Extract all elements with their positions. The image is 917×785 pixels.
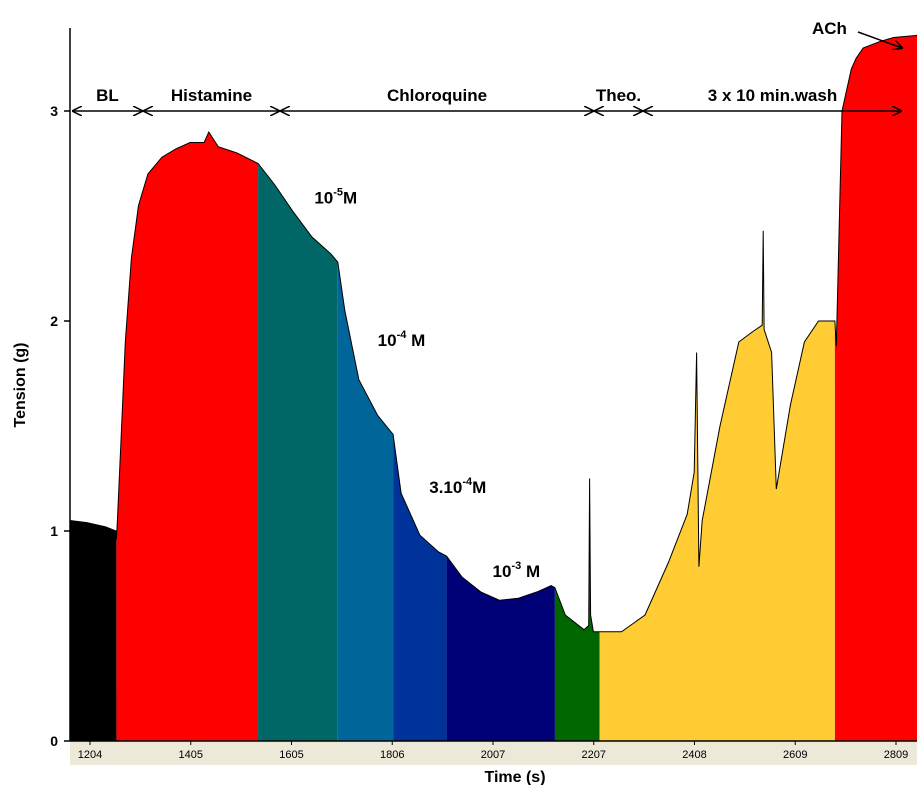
phase-label: 3 x 10 min.wash: [708, 86, 837, 105]
x-tick-label: 2809: [884, 749, 908, 761]
phase-label: Histamine: [171, 86, 252, 105]
y-tick-label: 1: [50, 523, 58, 539]
ach-label: ACh: [812, 19, 847, 38]
y-tick-label: 3: [50, 103, 58, 119]
x-tick-label: 1806: [380, 749, 404, 761]
segment-histamine: [116, 132, 259, 741]
area-segments: [70, 35, 917, 741]
phase-label: BL: [96, 86, 119, 105]
segment-wash: [599, 230, 835, 741]
segment-chloroquine-1e-5: [258, 163, 338, 741]
x-tick-label: 1204: [78, 749, 102, 761]
phase-brackets: BL Histamine Chloroquine Theo. 3 x 10 min.wa…: [73, 86, 901, 111]
concentration-label: 10-4 M: [378, 329, 426, 350]
phase-label: Chloroquine: [387, 86, 487, 105]
x-tick-label: 1605: [279, 749, 303, 761]
concentration-label: 10-5M: [314, 186, 357, 207]
y-axis-ticks: 0 1 2 3: [50, 103, 70, 749]
concentration-label: 3.10-4M: [429, 476, 486, 497]
x-tick-label: 2609: [783, 749, 807, 761]
ach-callout: ACh: [812, 19, 902, 48]
y-tick-label: 2: [50, 313, 58, 329]
segment-chloroquine-1e-4: [337, 262, 394, 741]
y-tick-label: 0: [50, 733, 58, 749]
x-tick-label: 2408: [682, 749, 706, 761]
segment-chloroquine-1e-3: [446, 556, 555, 741]
tension-trace-line: [70, 34, 917, 633]
x-axis-ticks: 120414051605180620072207240826092809301: [78, 741, 908, 761]
segment-acetylcholine: [834, 35, 917, 741]
x-tick-label: 1405: [179, 749, 203, 761]
phase-label: Theo.: [596, 86, 641, 105]
segment-baseline: [70, 520, 117, 741]
x-tick-label: 2207: [582, 749, 606, 761]
y-axis-title: Tension (g): [12, 342, 29, 427]
segment-theophylline: [554, 478, 600, 741]
ach-arrow: [857, 31, 902, 48]
concentration-label: 10-3 M: [493, 560, 541, 581]
concentration-annotations: 10-5M 10-4 M 3.10-4M 10-3 M: [314, 186, 540, 581]
segment-chloroquine-3e-4: [393, 434, 447, 741]
x-axis-title: Time (s): [484, 769, 545, 785]
x-tick-label: 2007: [481, 749, 505, 761]
